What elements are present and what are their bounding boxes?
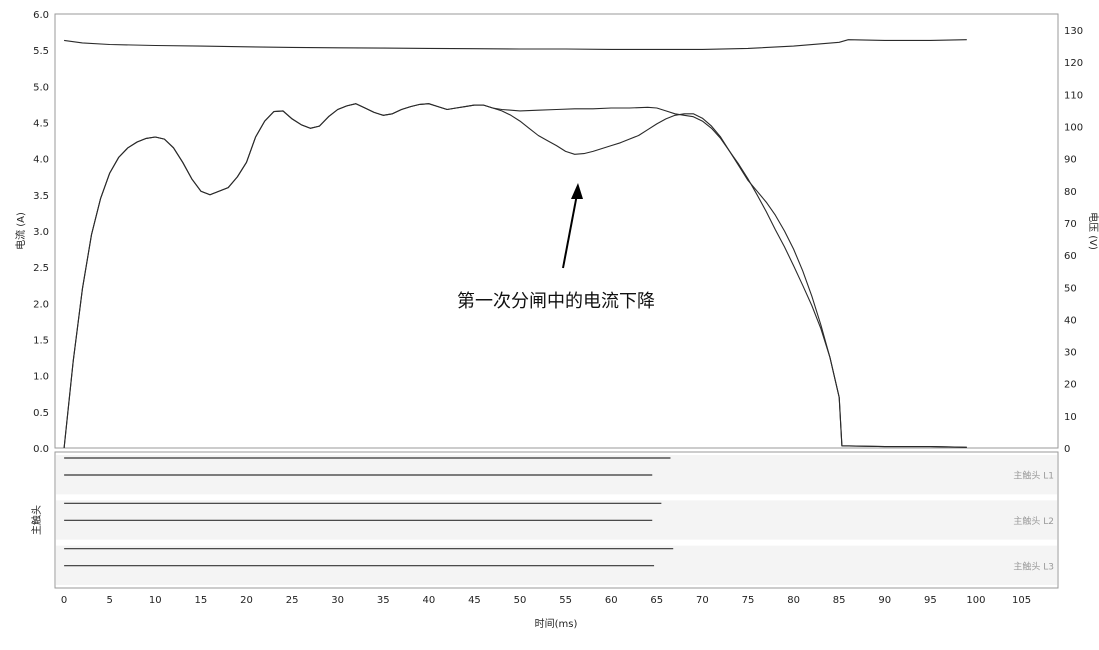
annotation-label: 第一次分闸中的电流下降 <box>457 291 655 312</box>
y2-tick-label: 120 <box>1064 58 1083 69</box>
annotation-group: 第一次分闸中的电流下降 <box>457 183 655 312</box>
y-tick-label: 2.5 <box>33 263 49 274</box>
x-tick-label: 95 <box>924 595 937 606</box>
x-tick-label: 90 <box>878 595 891 606</box>
y2-tick-label: 60 <box>1064 251 1077 262</box>
x-tick-label: 65 <box>650 595 663 606</box>
y2-tick-label: 90 <box>1064 155 1077 166</box>
x-tick-label: 55 <box>559 595 572 606</box>
y-tick-label: 2.0 <box>33 299 49 310</box>
x-tick-label: 105 <box>1012 595 1031 606</box>
voltage-series-line <box>64 39 967 50</box>
x-tick-label: 20 <box>240 595 253 606</box>
x-axis-label: 时间(ms) <box>535 617 578 630</box>
x-tick-label: 10 <box>149 595 162 606</box>
y-tick-label: 0.0 <box>33 444 49 455</box>
annotation-arrow-line <box>562 188 579 269</box>
y-tick-label: 0.5 <box>33 408 49 419</box>
contact-lane-label: 主触头 L2 <box>1013 515 1054 527</box>
y-tick-label: 1.0 <box>33 372 49 383</box>
y2-axis-label: 电压 (V) <box>1087 212 1099 250</box>
y-tick-label: 4.0 <box>33 155 49 166</box>
y2-tick-label: 100 <box>1064 123 1083 134</box>
y-tick-label: 4.5 <box>33 119 49 130</box>
y2-tick-label: 40 <box>1064 315 1077 326</box>
main-plot-area <box>55 14 1058 448</box>
x-tick-label: 80 <box>787 595 800 606</box>
y-tick-label: 3.0 <box>33 227 49 238</box>
contact-lane-label: 主触头 L3 <box>1013 560 1054 572</box>
y2-tick-label: 10 <box>1064 412 1077 423</box>
x-tick-label: 0 <box>61 595 67 606</box>
y2-tick-label: 20 <box>1064 380 1077 391</box>
y-tick-label: 3.5 <box>33 191 49 202</box>
contact-lanes: 主触头 L1 主触头 L2 主触头 L3 <box>56 455 1057 585</box>
x-tick-label: 45 <box>468 595 481 606</box>
y-tick-label: 5.5 <box>33 46 49 57</box>
series-group <box>63 39 967 449</box>
x-tick-label: 30 <box>331 595 344 606</box>
y2-tick-label: 30 <box>1064 348 1077 359</box>
annotation-arrowhead <box>571 183 583 199</box>
x-tick-label: 5 <box>107 595 113 606</box>
y2-tick-label: 110 <box>1064 90 1083 101</box>
x-tick-label: 85 <box>833 595 846 606</box>
contact-axis-label: 主触头 <box>30 505 43 535</box>
x-tick-label: 40 <box>422 595 435 606</box>
x-tick-label: 60 <box>605 595 618 606</box>
tick-labels: 0.0 0.5 1.0 1.5 2.0 2.5 3.0 3.5 4.0 4.5 5.0 5.5 6.0 0… <box>14 10 1099 630</box>
y-tick-label: 5.0 <box>33 82 49 93</box>
x-tick-label: 35 <box>377 595 390 606</box>
y-tick-label: 1.5 <box>33 336 49 347</box>
x-tick-label: 70 <box>696 595 709 606</box>
contact-plot-border <box>54 451 1059 589</box>
x-tick-label: 15 <box>195 595 208 606</box>
y2-tick-label: 80 <box>1064 187 1077 198</box>
contact-lane-label: 主触头 L1 <box>1013 470 1054 482</box>
x-tick-label: 75 <box>742 595 755 606</box>
y2-tick-label: 50 <box>1064 283 1077 294</box>
x-tick-label: 50 <box>514 595 527 606</box>
main-plot-border <box>54 13 1059 449</box>
y-tick-label: 6.0 <box>33 10 49 21</box>
y2-tick-label: 130 <box>1064 26 1083 37</box>
y2-tick-label: 0 <box>1064 444 1070 455</box>
x-tick-label: 25 <box>286 595 299 606</box>
y2-tick-label: 70 <box>1064 219 1077 230</box>
current-series-line-2 <box>63 103 967 449</box>
y-axis-label: 电流 (A) <box>14 212 27 250</box>
x-tick-label: 100 <box>966 595 985 606</box>
